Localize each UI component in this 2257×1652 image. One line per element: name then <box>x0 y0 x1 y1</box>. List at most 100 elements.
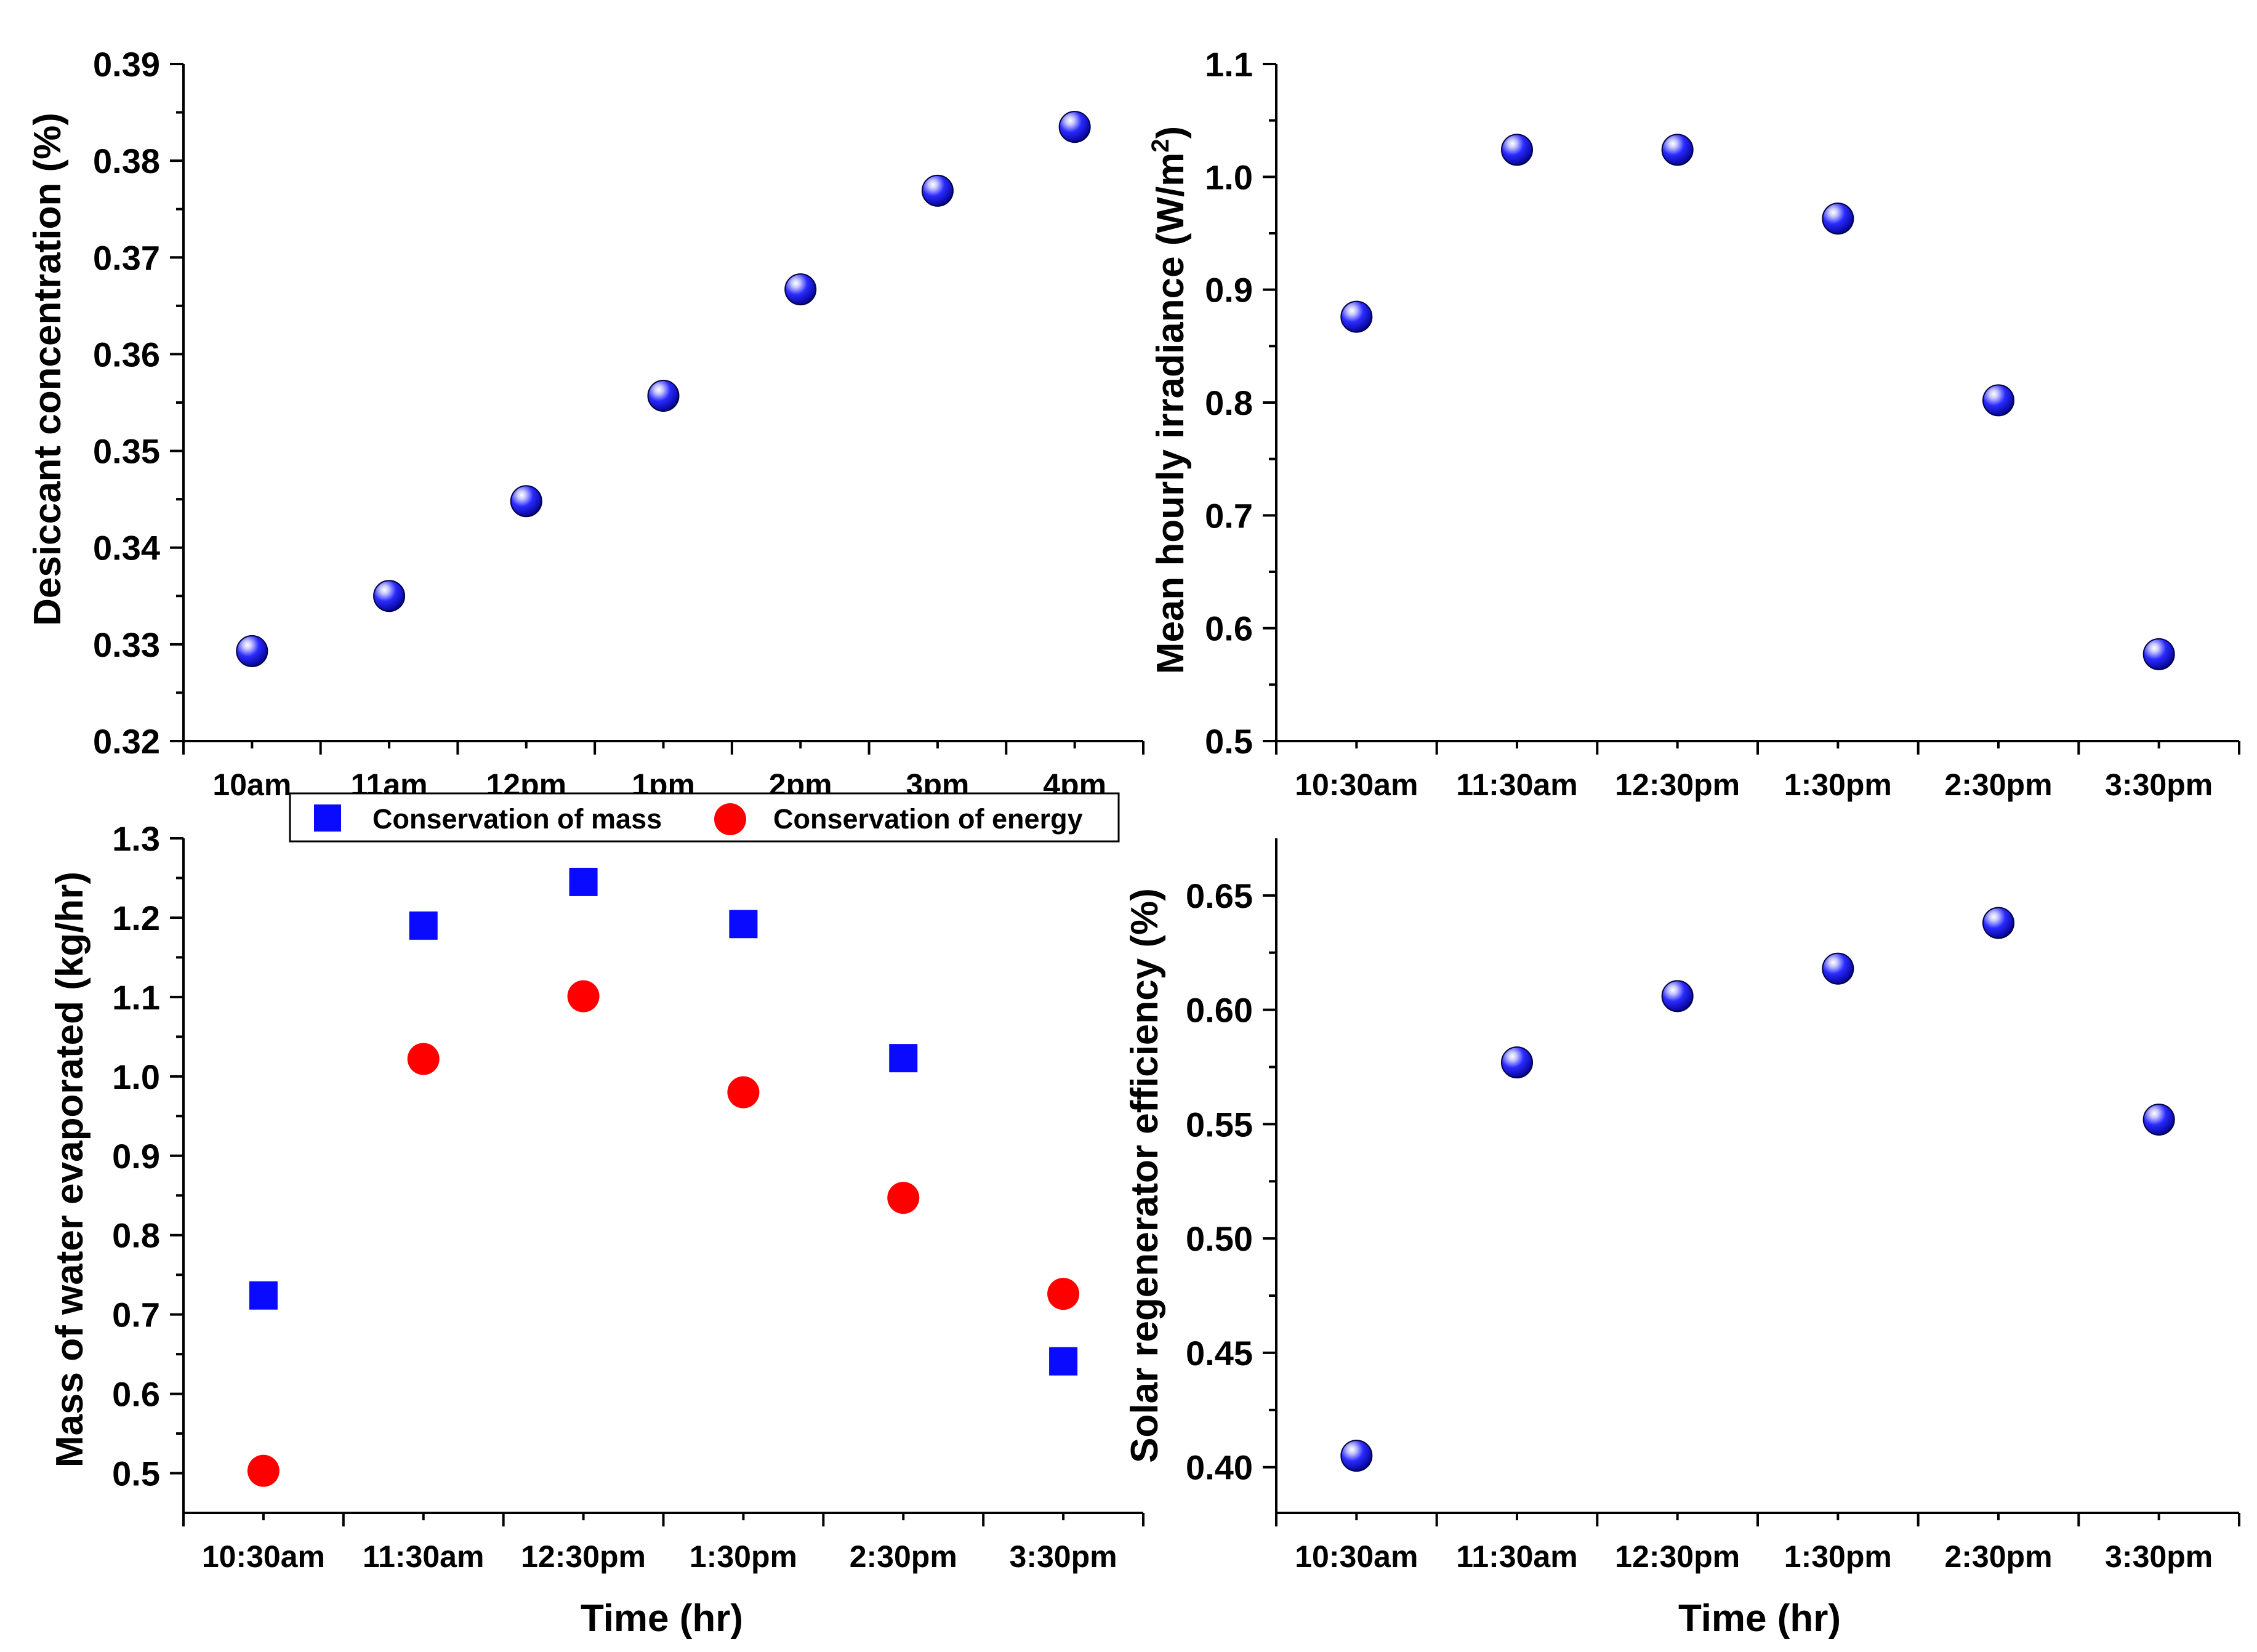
irradiance-point-mean-hourly-irradiance <box>1822 202 1854 235</box>
evaporated-point-conservation-of-energy <box>887 1182 920 1214</box>
evaporated-point-conservation-of-energy <box>1047 1278 1080 1310</box>
irradiance-data-points <box>1340 134 2175 670</box>
irradiance-point-mean-hourly-irradiance <box>2142 638 2175 670</box>
legend-energy-label: Conservation of energy <box>773 803 1083 835</box>
evaporated-point-conservation-of-mass <box>1049 1347 1078 1376</box>
desiccant-y-tick-label: 0.34 <box>93 529 160 567</box>
evaporated-point-conservation-of-mass <box>889 1044 918 1073</box>
legend-mass-marker <box>314 804 341 832</box>
efficiency-y-tick-label: 0.65 <box>1186 876 1253 915</box>
irradiance-x-tick-label: 12:30pm <box>1615 768 1740 802</box>
efficiency-x-axis-label: Time (hr) <box>1678 1597 1841 1640</box>
desiccant-y-ticks: 0.32 0.33 0.34 0.35 0.36 0.37 0.38 0.39 <box>93 45 183 761</box>
evaporated-point-conservation-of-energy <box>727 1076 760 1109</box>
evaporated-axes <box>182 838 1143 1514</box>
evaporated-x-tick-label: 1:30pm <box>690 1539 797 1574</box>
efficiency-point-solar-regenerator-efficiency <box>1982 907 2014 939</box>
desiccant-y-tick-label: 0.35 <box>93 432 160 471</box>
evaporated-x-axis-label: Time (hr) <box>581 1597 743 1640</box>
evaporated-point-conservation-of-mass <box>569 867 598 896</box>
desiccant-point-desiccant-concentration <box>1058 111 1091 143</box>
efficiency-x-ticks: 10:30am 11:30am 12:30pm 1:30pm 2:30pm 3:30pm <box>1275 1513 2240 1574</box>
desiccant-point-desiccant-concentration <box>510 485 542 518</box>
evaporated-y-tick-label: 0.8 <box>112 1216 160 1255</box>
irradiance-y-tick-label: 1.0 <box>1205 158 1253 196</box>
desiccant-y-axis-label: Desiccant concentration (%) <box>26 113 69 626</box>
desiccant-point-desiccant-concentration <box>647 380 680 412</box>
evaporated-point-conservation-of-mass <box>409 911 438 940</box>
evaporated-y-tick-label: 1.0 <box>112 1057 160 1096</box>
desiccant-y-tick-label: 0.32 <box>93 722 160 761</box>
efficiency-y-tick-label: 0.55 <box>1186 1105 1253 1144</box>
desiccant-y-tick-label: 0.36 <box>93 335 160 374</box>
irradiance-x-tick-label: 2:30pm <box>1944 768 2052 802</box>
desiccant-point-desiccant-concentration <box>921 174 954 207</box>
irradiance-chart: 0.5 0.6 0.7 0.8 0.9 1.0 1.1 10:30am 11:30am 12:3… <box>1147 45 2240 802</box>
efficiency-y-tick-label: 0.60 <box>1186 991 1253 1030</box>
evaporated-y-tick-label: 0.5 <box>112 1454 160 1493</box>
efficiency-chart: 0.400.450.500.550.600.65 10:30am 11:30am 1… <box>1124 838 2240 1640</box>
efficiency-x-tick-label: 2:30pm <box>1944 1539 2052 1574</box>
irradiance-y-tick-label: 0.8 <box>1205 383 1253 422</box>
efficiency-x-tick-label: 10:30am <box>1295 1539 1418 1574</box>
irradiance-y-tick-label: 0.9 <box>1205 271 1253 310</box>
desiccant-concentration-chart: 0.320.330.340.350.360.370.380.39 10am 11a… <box>26 45 1145 802</box>
irradiance-y-label-sup: 2 <box>1147 138 1174 152</box>
efficiency-data-points <box>1340 907 2175 1472</box>
efficiency-point-solar-regenerator-efficiency <box>1661 980 1694 1012</box>
evaporated-x-tick-label: 12:30pm <box>521 1539 646 1574</box>
efficiency-y-ticks: 0.40 0.45 0.50 0.55 0.60 0.65 <box>1186 876 1276 1487</box>
evaporated-y-tick-label: 1.3 <box>112 819 160 858</box>
evaporated-x-tick-label: 2:30pm <box>850 1539 957 1574</box>
irradiance-y-tick-label: 0.7 <box>1205 496 1253 535</box>
evaporated-data-points <box>247 867 1080 1487</box>
evaporated-x-tick-label: 10:30am <box>202 1539 325 1574</box>
evaporated-point-conservation-of-energy <box>247 1454 280 1487</box>
irradiance-point-mean-hourly-irradiance <box>1340 300 1373 333</box>
irradiance-x-tick-label: 3:30pm <box>2105 768 2213 802</box>
desiccant-x-tick-label: 10am <box>212 768 291 802</box>
desiccant-y-tick-label: 0.39 <box>93 45 160 84</box>
efficiency-point-solar-regenerator-efficiency <box>1822 952 1854 985</box>
evaporated-y-tick-label: 1.1 <box>112 978 160 1017</box>
efficiency-y-tick-label: 0.50 <box>1186 1219 1253 1258</box>
irradiance-y-tick-label: 1.1 <box>1205 45 1253 84</box>
irradiance-point-mean-hourly-irradiance <box>1982 384 2014 417</box>
desiccant-point-desiccant-concentration <box>784 273 817 306</box>
evaporated-point-conservation-of-mass <box>249 1281 278 1310</box>
irradiance-x-tick-label: 10:30am <box>1295 768 1418 802</box>
evaporated-point-conservation-of-mass <box>729 910 758 939</box>
efficiency-point-solar-regenerator-efficiency <box>1340 1440 1373 1472</box>
legend: Conservation of mass Conservation of ene… <box>289 792 1120 843</box>
efficiency-x-tick-label: 12:30pm <box>1615 1539 1740 1574</box>
efficiency-y-tick-label: 0.40 <box>1186 1448 1253 1487</box>
efficiency-y-tick-label: 0.45 <box>1186 1334 1253 1373</box>
irradiance-x-tick-label: 1:30pm <box>1784 768 1892 802</box>
irradiance-y-tick-label: 0.6 <box>1205 609 1253 648</box>
efficiency-axes <box>1275 838 2239 1514</box>
irradiance-point-mean-hourly-irradiance <box>1661 134 1694 166</box>
efficiency-x-tick-label: 3:30pm <box>2105 1539 2213 1574</box>
evaporated-x-tick-label: 3:30pm <box>1010 1539 1117 1574</box>
irradiance-point-mean-hourly-irradiance <box>1501 134 1533 166</box>
water-evaporated-chart: 0.5 0.6 0.7 0.8 0.9 1.0 1.1 1.2 1.3 10:30am 11:30… <box>49 792 1145 1640</box>
legend-mass-label: Conservation of mass <box>372 803 662 835</box>
irradiance-y-label-end: ) <box>1149 126 1192 139</box>
evaporated-y-tick-label: 0.6 <box>112 1375 160 1414</box>
irradiance-axes <box>1275 64 2239 742</box>
desiccant-y-tick-label: 0.38 <box>93 142 160 180</box>
efficiency-x-tick-label: 1:30pm <box>1784 1539 1892 1574</box>
efficiency-point-solar-regenerator-efficiency <box>2142 1103 2175 1136</box>
desiccant-point-desiccant-concentration <box>236 635 268 667</box>
evaporated-y-tick-label: 0.9 <box>112 1137 160 1176</box>
desiccant-y-tick-label: 0.33 <box>93 625 160 664</box>
evaporated-y-axis-label: Mass of water evaporated (kg/hr) <box>49 872 91 1467</box>
evaporated-y-ticks: 0.5 0.6 0.7 0.8 0.9 1.0 1.1 1.2 1.3 <box>112 819 183 1493</box>
irradiance-y-tick-label: 0.5 <box>1205 722 1253 761</box>
evaporated-point-conservation-of-energy <box>407 1043 440 1075</box>
evaporated-point-conservation-of-energy <box>567 980 600 1012</box>
evaporated-y-tick-label: 0.7 <box>112 1296 160 1334</box>
irradiance-x-tick-label: 11:30am <box>1456 768 1577 802</box>
evaporated-y-tick-label: 1.2 <box>112 899 160 937</box>
efficiency-point-solar-regenerator-efficiency <box>1501 1046 1533 1079</box>
